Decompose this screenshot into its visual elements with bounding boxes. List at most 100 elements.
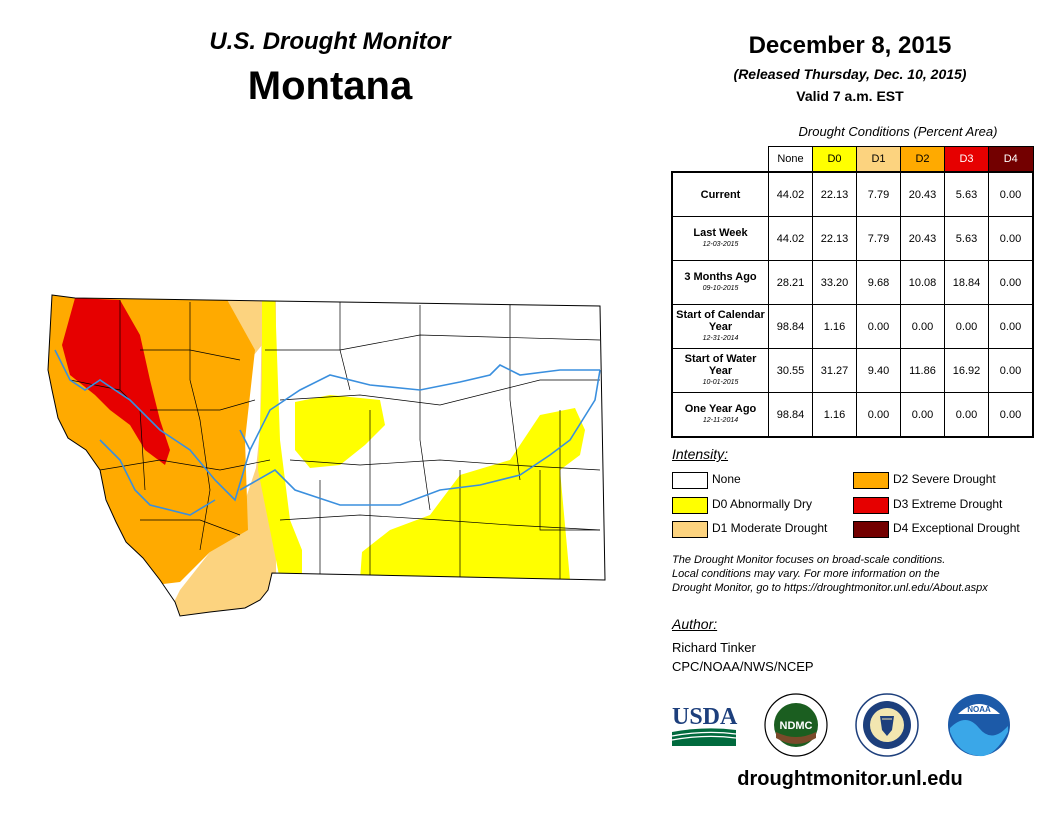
legend-label: D2 Severe Drought [893, 472, 996, 486]
table-cell: 31.27 [812, 348, 857, 393]
row-label: 3 Months Ago 09-10-2015 [671, 260, 769, 305]
map-subtitle: U.S. Drought Monitor [209, 28, 451, 55]
drought-monitor-note: The Drought Monitor focuses on broad-sca… [672, 553, 1032, 595]
table-cell: 22.13 [812, 171, 857, 217]
d0-region-southeast [360, 408, 585, 580]
legend-label: D1 Moderate Drought [712, 521, 828, 535]
legend-swatch [853, 521, 889, 538]
legend-swatch [853, 497, 889, 514]
conditions-table-title: Drought Conditions (Percent Area) [798, 124, 998, 139]
table-cell: 0.00 [988, 304, 1034, 349]
col-none: None [768, 146, 813, 173]
table-cell: 7.79 [856, 171, 901, 217]
usda-logo-text: USDA [672, 704, 738, 730]
legend-label: D4 Exceptional Drought [893, 521, 1020, 535]
col-d4: D4 [988, 146, 1034, 173]
table-cell: 0.00 [988, 171, 1034, 217]
state-outline [47, 294, 606, 617]
row-label-text: One Year Ago [684, 402, 757, 415]
note-line: Local conditions may vary. For more info… [672, 568, 940, 580]
legend-swatch [853, 472, 889, 489]
row-label: Last Week 12-03-2015 [671, 216, 769, 261]
legend-swatch [672, 472, 708, 489]
table-cell: 0.00 [856, 304, 901, 349]
row-label-text: Current [700, 188, 741, 201]
noaa-logo-icon: NOAA [948, 694, 1010, 757]
row-label: Start of Water Year 10-01-2015 [671, 348, 769, 393]
commerce-seal-icon [855, 693, 919, 757]
row-label-text: 3 Months Ago [684, 270, 757, 283]
table-cell: 7.79 [856, 216, 901, 261]
table-cell: 0.00 [856, 392, 901, 438]
row-date: 12-11-2014 [702, 416, 739, 424]
usda-logo-icon: USDA [671, 704, 738, 746]
d0-region-central [295, 395, 385, 468]
website-link[interactable]: droughtmonitor.unl.edu [737, 768, 963, 790]
row-date: 10-01-2015 [702, 378, 739, 386]
table-cell: 5.63 [944, 171, 989, 217]
table-cell: 16.92 [944, 348, 989, 393]
table-cell: 0.00 [988, 392, 1034, 438]
row-date: 12-31-2014 [702, 334, 739, 342]
table-cell: 28.21 [768, 260, 813, 305]
header-blank [672, 147, 769, 173]
author-name: Richard Tinker [672, 640, 756, 655]
county-lines [69, 300, 601, 580]
table-cell: 22.13 [812, 216, 857, 261]
table-cell: 1.16 [812, 392, 857, 438]
row-label-text: Start of Water Year [684, 352, 757, 377]
table-cell: 98.84 [768, 392, 813, 438]
table-cell: 44.02 [768, 171, 813, 217]
noaa-logo-text: NOAA [967, 705, 991, 714]
author-title: Author: [672, 616, 718, 632]
note-line: The Drought Monitor focuses on broad-sca… [672, 554, 946, 566]
col-d0: D0 [812, 146, 857, 173]
map-date: December 8, 2015 [748, 32, 952, 59]
col-d3: D3 [944, 146, 989, 173]
legend-label: D0 Abnormally Dry [712, 497, 813, 511]
table-row: Start of Water Year 10-01-2015 30.55 31.27 9… [671, 348, 1034, 393]
table-cell: 0.00 [900, 392, 945, 438]
table-cell: 10.08 [900, 260, 945, 305]
montana-drought-map [47, 294, 606, 617]
table-cell: 0.00 [988, 216, 1034, 261]
table-cell: 0.00 [988, 260, 1034, 305]
row-date: 09-10-2015 [702, 284, 739, 292]
release-date: (Released Thursday, Dec. 10, 2015) [733, 66, 967, 82]
table-cell: 98.84 [768, 304, 813, 349]
note-line: Drought Monitor, go to https://droughtmo… [672, 582, 988, 594]
table-cell: 0.00 [988, 348, 1034, 393]
rivers [54, 349, 601, 516]
table-cell: 1.16 [812, 304, 857, 349]
table-cell: 0.00 [944, 304, 989, 349]
table-row: One Year Ago 12-11-2014 98.84 1.16 0.00 0.00 0… [671, 392, 1034, 438]
legend-swatch [672, 521, 708, 538]
valid-time: Valid 7 a.m. EST [796, 88, 904, 104]
table-header-row: None D0 D1 D2 D3 D4 [672, 146, 1034, 173]
table-cell: 30.55 [768, 348, 813, 393]
author-info: Richard Tinker CPC/NOAA/NWS/NCEP [672, 638, 814, 676]
table-row: Current 44.02 22.13 7.79 20.43 5.63 0.00 [671, 171, 1034, 217]
row-label: One Year Ago 12-11-2014 [671, 392, 769, 438]
table-cell: 0.00 [944, 392, 989, 438]
table-cell: 9.68 [856, 260, 901, 305]
d3-region-northwest [62, 298, 170, 465]
table-cell: 5.63 [944, 216, 989, 261]
table-row: Start of Calendar Year 12-31-2014 98.84 1.1… [671, 304, 1034, 349]
table-cell: 9.40 [856, 348, 901, 393]
legend-label: D3 Extreme Drought [893, 497, 1003, 511]
row-label-text: Last Week [693, 226, 748, 239]
table-row: 3 Months Ago 09-10-2015 28.21 33.20 9.68 10.0… [671, 260, 1034, 305]
ndmc-logo-icon: NDMC [764, 693, 828, 757]
d1-region-southwest [160, 300, 276, 616]
row-label-text: Start of Calendar Year [676, 308, 765, 333]
table-cell: 20.43 [900, 171, 945, 217]
table-cell: 20.43 [900, 216, 945, 261]
author-org: CPC/NOAA/NWS/NCEP [672, 659, 814, 674]
ndmc-logo-text: NDMC [780, 720, 813, 732]
row-label: Current [671, 171, 769, 217]
col-d1: D1 [856, 146, 901, 173]
table-cell: 11.86 [900, 348, 945, 393]
row-date: 12-03-2015 [702, 240, 739, 248]
legend-title: Intensity: [672, 446, 729, 462]
